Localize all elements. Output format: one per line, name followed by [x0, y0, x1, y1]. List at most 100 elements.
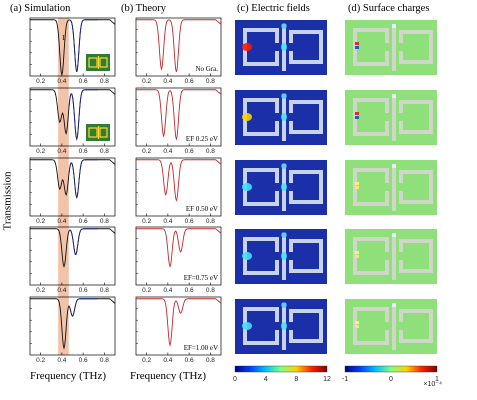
- simulation-curve: [30, 228, 116, 268]
- x-tick-label: 0.8: [206, 357, 215, 364]
- inset-ring: [88, 57, 98, 68]
- panel-c-title: (c) Electric fields: [237, 3, 310, 14]
- field-hotspot: [242, 183, 252, 191]
- ring-gap: [398, 113, 404, 121]
- field-hotspot: [242, 113, 252, 121]
- ring-gap: [288, 322, 294, 330]
- x-tick-label: 0.4: [163, 218, 172, 225]
- simulation-dip-segment: [68, 298, 98, 317]
- simulation-dip-segment: [68, 159, 98, 199]
- colorbar-tick-label: 4: [264, 376, 268, 383]
- theory-axes-frame: [135, 296, 222, 356]
- x-tick-label: 0.6: [79, 78, 88, 85]
- colorbar-tick-label: -1: [342, 376, 348, 383]
- sim-axes-frame: [29, 17, 116, 77]
- fermi-level-label: EF 0.50 eV: [186, 205, 218, 213]
- theory-axes-frame: [135, 157, 222, 217]
- theory-curve: [136, 89, 222, 141]
- ring-gap: [385, 183, 391, 191]
- sim-axes-frame: [29, 157, 116, 217]
- ring-gap: [275, 322, 281, 330]
- field-hotspot: [281, 43, 287, 51]
- x-tick-label: 0.4: [163, 78, 172, 85]
- ring-gap: [275, 183, 281, 191]
- ring-gap: [385, 322, 391, 330]
- charge-colorbar: [344, 365, 438, 373]
- center-bar: [392, 164, 396, 211]
- charge-spot: [355, 112, 359, 115]
- theory-axes-frame: [135, 87, 222, 147]
- colorbar-tick-label: 0: [233, 376, 237, 383]
- colorbar-tick-label: 12: [323, 376, 331, 383]
- surface-charge-map: [345, 160, 437, 215]
- panel-b-title: (b) Theory: [121, 3, 166, 14]
- field-hotspot: [281, 232, 287, 238]
- field-hotspot: [281, 113, 287, 121]
- field-hotspot: [281, 322, 287, 330]
- x-tick-label: 0.8: [100, 218, 109, 225]
- x-tick-label: 0.4: [57, 287, 66, 294]
- structure-inset-icon: [86, 124, 110, 141]
- surface-charge-map: [345, 229, 437, 284]
- charge-spot: [355, 182, 359, 185]
- theory-axes-frame: [135, 226, 222, 286]
- theory-curve: [136, 228, 222, 268]
- field-hotspot: [242, 322, 252, 330]
- electric-field-map: [235, 229, 327, 284]
- charge-spot: [355, 321, 359, 324]
- simulation-dip-segment: [68, 228, 98, 255]
- fermi-level-label: EF 0.25 eV: [186, 135, 218, 143]
- charge-spot: [392, 164, 396, 168]
- resonance-marker-label: I: [62, 34, 65, 42]
- x-tick-label: 0.6: [79, 218, 88, 225]
- ring-gap: [288, 252, 294, 260]
- colorbar-tick-label: 0: [389, 376, 393, 383]
- x-tick-label: 0.8: [100, 287, 109, 294]
- x-axis-label-b: Frequency (THz): [130, 370, 207, 382]
- ring-gap: [275, 252, 281, 260]
- x-tick-label: 0.8: [100, 148, 109, 155]
- field-hotspot: [242, 252, 252, 260]
- field-hotspot: [281, 252, 287, 260]
- ring-gap: [288, 183, 294, 191]
- x-tick-label: 0.8: [100, 78, 109, 85]
- field-hotspot: [281, 23, 287, 29]
- x-tick-label: 0.6: [79, 287, 88, 294]
- ring-gap: [398, 252, 404, 260]
- colorbar-tick-label: 1: [435, 376, 439, 383]
- x-tick-label: 0.4: [163, 148, 172, 155]
- x-tick-label: 0.4: [57, 148, 66, 155]
- ring-gap: [398, 43, 404, 51]
- center-bar: [392, 233, 396, 280]
- ring-gap: [398, 322, 404, 330]
- field-hotspot: [281, 183, 287, 191]
- fermi-level-label: No Gra.: [195, 65, 218, 73]
- charge-spot: [355, 46, 359, 49]
- charge-spot: [392, 233, 396, 237]
- x-tick-label: 0.2: [36, 218, 45, 225]
- x-tick-label: 0.2: [142, 218, 151, 225]
- x-tick-label: 0.2: [142, 78, 151, 85]
- x-tick-label: 0.2: [36, 357, 45, 364]
- x-tick-label: 0.8: [206, 148, 215, 155]
- ring-gap: [288, 43, 294, 51]
- charge-spot: [355, 116, 359, 119]
- ring-gap: [385, 43, 391, 51]
- colorbar-multiplier: ×10⁻⁴: [423, 381, 442, 388]
- charge-spot: [355, 42, 359, 45]
- theory-curve: [136, 298, 222, 347]
- ring-gap: [275, 43, 281, 51]
- ring-gap: [275, 113, 281, 121]
- x-tick-label: 0.2: [36, 78, 45, 85]
- simulation-curve: [30, 298, 116, 350]
- x-tick-label: 0.6: [79, 148, 88, 155]
- center-bar: [392, 303, 396, 350]
- theory-curve: [136, 159, 222, 202]
- surface-charge-map: [345, 20, 437, 75]
- x-tick-label: 0.2: [36, 287, 45, 294]
- surface-charge-map: [345, 299, 437, 354]
- x-tick-label: 0.8: [206, 78, 215, 85]
- center-bar: [392, 94, 396, 141]
- x-tick-label: 0.2: [36, 148, 45, 155]
